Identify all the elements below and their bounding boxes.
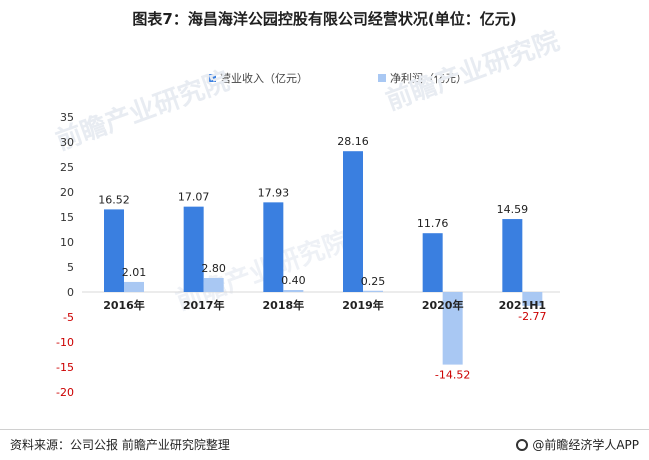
x-category-label: 2018年 — [263, 298, 305, 312]
chart-title: 图表7：海昌海洋公园控股有限公司经营状况(单位：亿元) — [132, 10, 517, 28]
data-label-profit: -2.77 — [518, 310, 546, 323]
data-label-revenue: 17.93 — [258, 186, 290, 199]
source-note: 资料来源：公司公报 前瞻产业研究院整理 — [10, 438, 230, 452]
bars — [82, 151, 560, 365]
data-label-profit: -14.52 — [435, 369, 470, 382]
x-category-label: 2020年 — [422, 298, 464, 312]
y-tick-label: -10 — [56, 336, 74, 349]
y-tick-label: 25 — [60, 161, 74, 174]
watermark: 前瞻产业研究院 — [382, 25, 564, 116]
legend-swatch-revenue — [208, 74, 216, 82]
bar-profit — [203, 278, 224, 292]
legend: 营业收入（亿元） 净利润（亿元） — [0, 70, 649, 86]
brand-credit: @前瞻经济学人APP — [516, 436, 639, 453]
data-label-revenue: 17.07 — [178, 191, 210, 204]
watermark: 前瞻产业研究院 — [52, 65, 234, 156]
data-label-profit: 2.80 — [201, 262, 226, 275]
bar-revenue — [104, 209, 124, 292]
legend-item-revenue: 营业收入（亿元） — [208, 70, 308, 86]
bar-profit — [363, 290, 383, 292]
data-label-profit: 0.25 — [361, 275, 386, 288]
y-tick-label: 0 — [67, 286, 74, 299]
y-tick-label: 10 — [60, 236, 74, 249]
y-tick-label: 20 — [60, 186, 74, 199]
footer: 资料来源：公司公报 前瞻产业研究院整理 @前瞻经济学人APP — [10, 436, 639, 452]
legend-label-revenue: 营业收入（亿元） — [220, 72, 308, 85]
bar-revenue — [422, 233, 443, 292]
y-tick-label: 5 — [67, 261, 74, 274]
bar-revenue — [183, 206, 204, 292]
y-tick-label: 35 — [60, 111, 74, 124]
y-tick-label: 30 — [60, 136, 74, 149]
y-tick-label: -15 — [56, 361, 74, 374]
legend-item-profit: 净利润（亿元） — [378, 70, 467, 86]
y-tick-label: -5 — [63, 311, 74, 324]
bar-revenue — [502, 219, 523, 292]
legend-label-profit: 净利润（亿元） — [390, 72, 467, 85]
bar-revenue — [343, 151, 363, 292]
y-axis: 35 30 25 20 15 10 5 0 -5 -10 -15 -20 — [56, 111, 74, 399]
legend-swatch-profit — [378, 74, 386, 82]
y-tick-label: 15 — [60, 211, 74, 224]
x-category-label: 2016年 — [103, 298, 145, 312]
bar-revenue — [263, 202, 284, 292]
brand-label: @前瞻经济学人APP — [532, 438, 639, 452]
data-label-revenue: 28.16 — [337, 135, 369, 148]
data-label-revenue: 11.76 — [417, 217, 449, 230]
x-category-label: 2017年 — [183, 298, 225, 312]
bar-profit — [522, 292, 543, 306]
x-category-label: 2021H1 — [499, 299, 546, 312]
brand-logo-icon — [516, 438, 529, 451]
bar-profit — [442, 292, 463, 365]
data-label-profit: 2.01 — [122, 266, 147, 279]
bar-profit — [124, 281, 144, 292]
data-labels: 16.52 2.01 17.07 2.80 17.93 0.40 28.16 0.25 11.7… — [98, 135, 546, 381]
data-label-revenue: 14.59 — [497, 203, 529, 216]
x-axis: 2016年 2017年 2018年 2019年 2020年 2021H1 — [103, 298, 546, 312]
bar-profit — [283, 290, 304, 292]
x-category-label: 2019年 — [342, 298, 384, 312]
y-tick-label: -20 — [56, 386, 74, 399]
data-label-revenue: 16.52 — [98, 193, 130, 206]
footer-divider — [0, 429, 649, 430]
data-label-profit: 0.40 — [281, 274, 306, 287]
